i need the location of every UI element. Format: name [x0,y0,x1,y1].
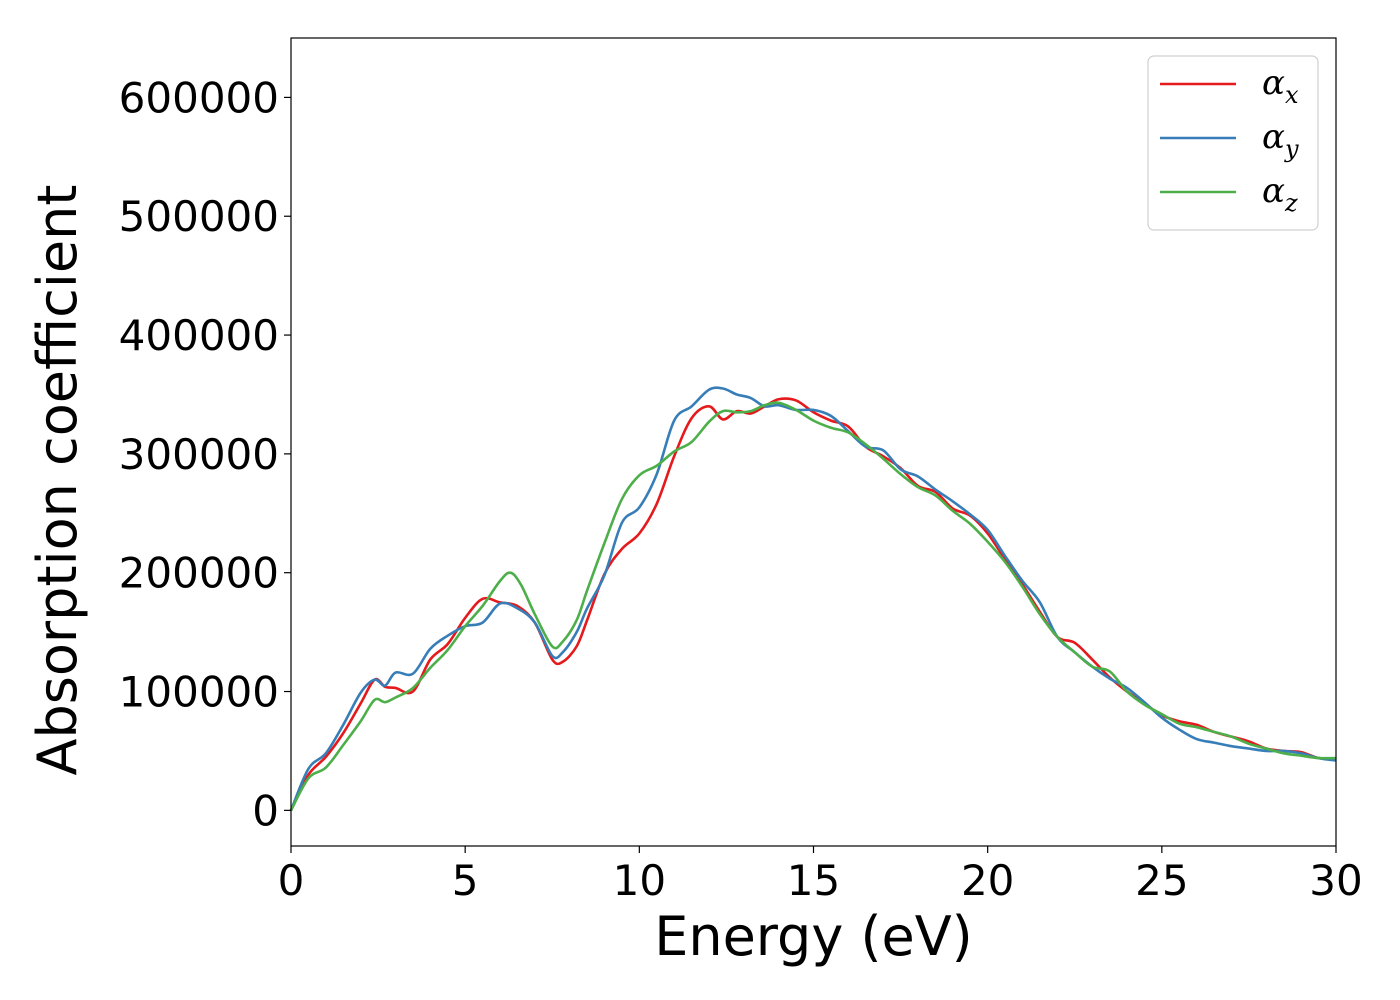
y-tick-label: 600000 [119,73,279,122]
x-tick-label: 25 [1135,856,1188,905]
y-axis-title: Absorption coefficient [26,185,89,776]
x-tick-label: 5 [452,856,479,905]
series-line-alpha-x [289,397,1337,811]
legend-subscript: x [1285,81,1299,109]
y-tick-label: 300000 [119,430,279,479]
series-line-alpha-y [289,386,1337,811]
x-axis-title: Energy (eV) [654,905,973,968]
y-tick-label: 500000 [119,192,279,241]
x-tick-label: 15 [787,856,840,905]
y-tick-label: 400000 [119,311,279,360]
x-tick-label: 20 [961,856,1014,905]
legend-subscript: y [1284,135,1299,163]
x-tick-label: 10 [613,856,666,905]
x-tick-label: 0 [278,856,305,905]
legend-box [1147,55,1319,231]
series-line-alpha-z [289,401,1337,811]
y-tick-label: 0 [252,786,279,835]
y-tick-label: 200000 [119,549,279,598]
series-layer [289,386,1337,811]
legend-subscript: z [1284,189,1298,217]
axis-ticks: 0 5 10 15 20 25 30 0 100000 200000 300000 400000 500… [119,73,1363,905]
y-tick-label: 100000 [119,668,279,717]
x-tick-label: 30 [1309,856,1362,905]
